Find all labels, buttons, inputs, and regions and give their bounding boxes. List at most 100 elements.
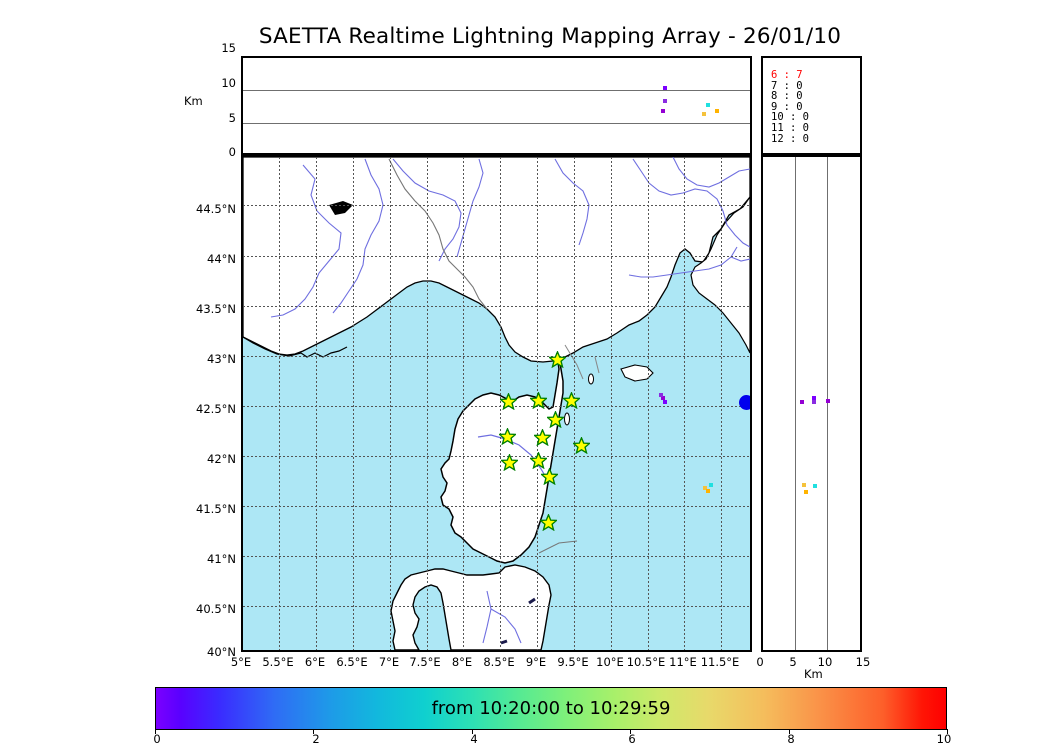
- colorbar-tick-mark: [789, 729, 790, 734]
- legend-count: 0: [802, 132, 809, 145]
- top-panel-ytick: 0: [228, 145, 236, 159]
- side-panel-xtick: 5: [789, 655, 797, 669]
- source-point: [826, 399, 830, 403]
- map-xtick: 8.5°E: [483, 655, 515, 669]
- map-gridline-v: [353, 157, 354, 650]
- source-point: [663, 86, 667, 90]
- altitude-longitude-panel: [241, 56, 752, 155]
- legend-count: 0: [802, 121, 809, 134]
- top-panel-ytick: 10: [221, 76, 236, 90]
- map-ytick: 40°N: [207, 645, 236, 659]
- map-gridline-v: [684, 157, 685, 650]
- map-gridline-v: [500, 157, 501, 650]
- legend-count: 0: [796, 100, 803, 113]
- source-point: [663, 400, 667, 404]
- legend-count: 0: [796, 90, 803, 103]
- source-point: [804, 490, 808, 494]
- colorbar-tick-mark: [472, 729, 473, 734]
- map-ytick: 43°N: [207, 352, 236, 366]
- legend-row: 8 : 0: [771, 91, 809, 102]
- legend-row: 12 : 0: [771, 132, 809, 145]
- legend-sep: :: [783, 121, 803, 134]
- lma-station-marker: [499, 428, 516, 445]
- lma-station-marker: [549, 351, 566, 368]
- source-point: [800, 400, 804, 404]
- lma-station-marker: [530, 452, 547, 469]
- side-panel-xtick: 15: [855, 655, 871, 669]
- source-point: [706, 489, 710, 493]
- legend-row: 6 : 7: [771, 70, 809, 81]
- map-gridline-v: [279, 157, 280, 650]
- legend-nstations: 11: [771, 121, 784, 134]
- map-ytick: 42°N: [207, 452, 236, 466]
- legend-sep: :: [777, 69, 797, 81]
- map-gridline-v: [390, 157, 391, 650]
- map-xtick: 11.5°E: [700, 655, 740, 669]
- legend-count: 7: [796, 69, 803, 81]
- time-colorbar[interactable]: [155, 687, 947, 730]
- map-gridline-v: [611, 157, 612, 650]
- map-gridline-h: [243, 256, 750, 257]
- legend-nstations: 10: [771, 111, 784, 124]
- source-point: [802, 483, 806, 487]
- source-point: [703, 486, 707, 490]
- map-gridline-v: [427, 157, 428, 650]
- map-gridline-h: [243, 606, 750, 607]
- map-xtick: 7°E: [378, 655, 400, 669]
- lma-station-marker: [534, 429, 551, 446]
- colorbar-tick-mark: [947, 729, 948, 734]
- map-ytick: 44°N: [207, 252, 236, 266]
- colorbar-tick: 2: [312, 732, 320, 746]
- legend-rows: 6 : 7 7 : 0 8 : 0 9 : 0 10 : 0 11 : 0 12…: [771, 70, 809, 144]
- source-point: [659, 393, 663, 397]
- side-panel-xlabel: Km: [804, 667, 823, 681]
- source-point: [812, 396, 816, 400]
- map-ytick: 44.5°N: [196, 202, 236, 216]
- top-panel-ytick: 5: [228, 111, 236, 125]
- map-xtick: 10.5°E: [626, 655, 666, 669]
- source-point-large: [739, 395, 750, 410]
- map-xtick: 6.5°E: [336, 655, 368, 669]
- map-gridline-h: [243, 205, 750, 206]
- map-geography: [243, 157, 750, 650]
- lma-station-marker: [530, 392, 547, 409]
- station-count-legend-panel: 6 : 7 7 : 0 8 : 0 9 : 0 10 : 0 11 : 0 12…: [761, 56, 862, 155]
- map-gridline-h: [243, 356, 750, 357]
- lightning-map[interactable]: [241, 155, 752, 652]
- map-xtick: 9°E: [525, 655, 547, 669]
- legend-sep: :: [777, 90, 797, 103]
- colorbar-tick-mark: [313, 729, 314, 734]
- legend-row: 11 : 0: [771, 123, 809, 134]
- map-gridline-h: [243, 456, 750, 457]
- colorbar-tick-mark: [155, 729, 156, 734]
- map-gridline-v: [648, 157, 649, 650]
- source-point: [812, 400, 816, 404]
- lma-station-marker: [563, 392, 580, 409]
- map-gridline-v: [721, 157, 722, 650]
- map-xtick: 10°E: [596, 655, 624, 669]
- map-ytick: 43.5°N: [196, 302, 236, 316]
- map-gridline-h: [243, 506, 750, 507]
- side-panel-xtick: 0: [756, 655, 764, 669]
- map-ytick: 41°N: [207, 552, 236, 566]
- map-gridline-v: [463, 157, 464, 650]
- source-point: [661, 396, 665, 400]
- colorbar-tick: 0: [153, 732, 161, 746]
- lma-station-marker: [573, 437, 590, 454]
- colorbar-tick: 8: [787, 732, 795, 746]
- legend-row: 7 : 0: [771, 79, 809, 92]
- top-panel-gridline-10: [243, 90, 750, 91]
- side-panel-gridline-5: [795, 157, 796, 650]
- side-panel-xtick: 10: [817, 655, 833, 669]
- map-gridline-h: [243, 306, 750, 307]
- source-point: [663, 99, 667, 103]
- map-xtick: 8°E: [451, 655, 473, 669]
- map-xtick: 9.5°E: [557, 655, 589, 669]
- legend-sep: :: [777, 79, 797, 92]
- map-xtick: 7.5°E: [409, 655, 441, 669]
- map-gridline-h: [243, 556, 750, 557]
- side-panel-gridline-10: [827, 157, 828, 650]
- map-xtick: 5.5°E: [262, 655, 294, 669]
- legend-sep: :: [783, 111, 803, 124]
- colorbar-tick: 6: [628, 732, 636, 746]
